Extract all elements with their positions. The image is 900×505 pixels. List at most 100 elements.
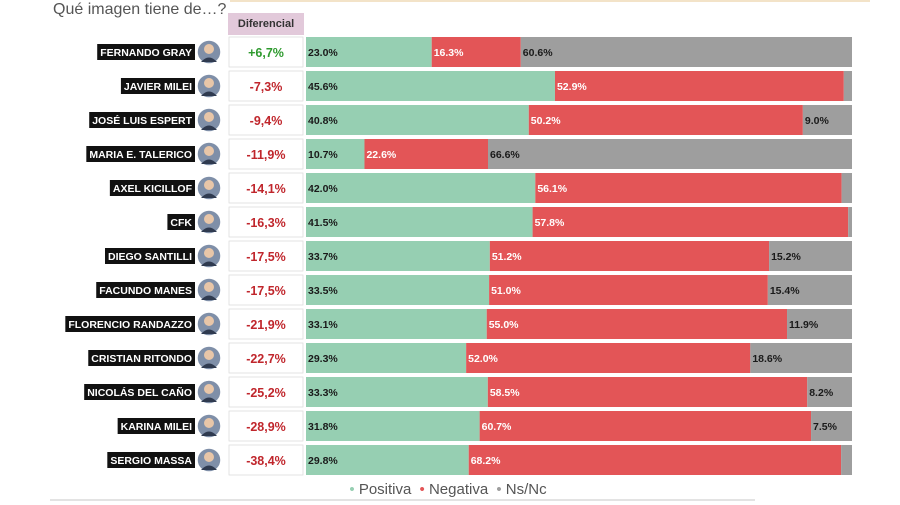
- bar-segment-negativa: [535, 173, 842, 203]
- diferencial-header: Diferencial: [228, 13, 304, 35]
- bar-segment-positiva: [306, 139, 365, 169]
- bar-segment-nsnc: [767, 275, 852, 305]
- candidate-name: NICOLÁS DEL CAÑO: [87, 386, 192, 399]
- diferencial-cell: [228, 342, 304, 374]
- diferencial-cell: [228, 444, 304, 476]
- bar-segment-positiva: [306, 411, 480, 441]
- candidate-name-box: [105, 248, 195, 264]
- diferencial-value: -7,3%: [250, 80, 283, 94]
- bar-segment-nsnc: [841, 445, 852, 475]
- bar-value-label: 50.2%: [531, 115, 561, 127]
- header-rule: [230, 0, 870, 2]
- candidate-name-box: [120, 78, 195, 94]
- bar-segment-nsnc: [841, 173, 852, 203]
- candidate-name-box: [89, 112, 195, 128]
- legend: • Positiva • Negativa • Ns/Nc: [0, 481, 900, 498]
- diferencial-cell: [228, 240, 304, 272]
- bar-value-label: 58.5%: [490, 387, 520, 399]
- bar-value-label: 57.8%: [535, 217, 565, 229]
- candidate-name-box: [86, 146, 195, 162]
- bar-segment-negativa: [532, 207, 849, 237]
- legend-label-negativa: Negativa: [428, 481, 489, 498]
- avatar-face-icon: [204, 384, 214, 394]
- bar-value-label: 29.3%: [308, 353, 338, 365]
- bar-value-label: 10.7%: [308, 149, 338, 161]
- diferencial-cell: [228, 376, 304, 408]
- candidate-name: MARIA E. TALERICO: [89, 149, 192, 161]
- bar-value-label: 31.8%: [308, 421, 338, 433]
- diferencial-value: -25,2%: [246, 386, 286, 400]
- bar-value-label: 66.6%: [490, 149, 520, 161]
- bar-value-label: 40.8%: [308, 115, 338, 127]
- diferencial-cell: [228, 138, 304, 170]
- bar-segment-negativa: [489, 275, 768, 305]
- bar-segment-negativa: [466, 343, 751, 373]
- bar-value-label: 60.7%: [482, 421, 512, 433]
- avatar-body-icon: [201, 57, 217, 62]
- bar-segment-nsnc: [811, 411, 852, 441]
- bar-segment-negativa: [479, 411, 812, 441]
- bar-segment-negativa: [468, 445, 842, 475]
- diferencial-value: -28,9%: [246, 420, 286, 434]
- avatar-face-icon: [204, 248, 214, 258]
- avatar-face-icon: [204, 78, 214, 88]
- avatar-body-icon: [201, 125, 217, 130]
- diferencial-cell: [228, 206, 304, 238]
- diferencial-value: -11,9%: [247, 148, 286, 162]
- candidate-name: AXEL KICILLOF: [113, 183, 193, 195]
- avatar-face-icon: [204, 44, 214, 54]
- legend-dot-positiva: •: [349, 481, 355, 498]
- candidate-name: FLORENCIO RANDAZZO: [68, 319, 192, 331]
- bar-segment-negativa: [554, 71, 844, 101]
- diferencial-value: -17,5%: [246, 250, 286, 264]
- bar-segment-nsnc: [769, 241, 852, 271]
- bar-segment-negativa: [487, 377, 808, 407]
- avatar-body-icon: [201, 397, 217, 402]
- avatar-body-icon: [201, 465, 217, 470]
- candidate-name: JAVIER MILEI: [124, 81, 192, 93]
- bar-value-label: 52.9%: [557, 81, 587, 93]
- candidate-name-box: [109, 180, 195, 196]
- diferencial-value: -21,9%: [246, 318, 286, 332]
- bar-segment-nsnc: [488, 139, 852, 169]
- bar-segment-negativa: [364, 139, 488, 169]
- bar-segment-nsnc: [843, 71, 852, 101]
- bar-segment-negativa: [528, 105, 803, 135]
- bar-segment-positiva: [306, 71, 555, 101]
- candidate-name: CRISTIAN RITONDO: [91, 353, 192, 365]
- avatar-face-icon: [204, 112, 214, 122]
- bar-segment-nsnc: [848, 207, 852, 237]
- candidate-name-box: [96, 282, 195, 298]
- bar-value-label: 8.2%: [809, 387, 834, 399]
- avatar-face-icon: [204, 418, 214, 428]
- avatar-body-icon: [201, 329, 217, 334]
- avatar-face-icon: [204, 350, 214, 360]
- diferencial-value: -17,5%: [246, 284, 286, 298]
- legend-dot-nsnc: •: [496, 481, 502, 498]
- bar-segment-positiva: [306, 377, 488, 407]
- avatar-face-icon: [204, 180, 214, 190]
- diferencial-cell: [228, 36, 304, 68]
- bar-value-label: 22.6%: [366, 149, 396, 161]
- bar-segment-positiva: [306, 343, 467, 373]
- candidate-name-box: [65, 316, 195, 332]
- diferencial-value: -16,3%: [246, 216, 286, 230]
- avatar-face-icon: [204, 146, 214, 156]
- legend-label-positiva: Positiva: [358, 481, 412, 498]
- bar-segment-nsnc: [750, 343, 852, 373]
- avatar-body-icon: [201, 431, 217, 436]
- diferencial-cell: [228, 274, 304, 306]
- bottom-rule: [50, 499, 755, 501]
- bar-value-label: 33.1%: [308, 319, 338, 331]
- avatar-body-icon: [201, 159, 217, 164]
- legend-label-nsnc: Ns/Nc: [505, 481, 547, 498]
- avatar-body-icon: [201, 193, 217, 198]
- legend-dot-negativa: •: [419, 481, 425, 498]
- bar-value-label: 42.0%: [308, 183, 338, 195]
- bar-value-label: 11.9%: [789, 319, 819, 331]
- diferencial-cell: [228, 70, 304, 102]
- diferencial-value: +6,7%: [248, 46, 284, 60]
- bar-segment-positiva: [306, 241, 490, 271]
- bar-value-label: 33.5%: [308, 285, 338, 297]
